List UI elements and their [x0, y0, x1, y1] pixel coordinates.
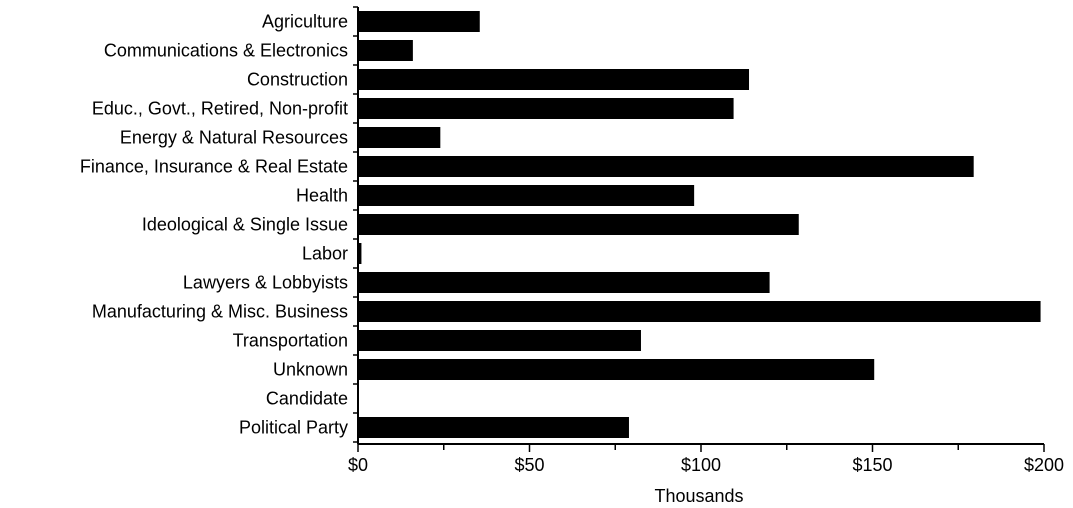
x-tick-label: $0 — [348, 455, 368, 475]
category-label: Finance, Insurance & Real Estate — [80, 157, 348, 177]
category-label: Communications & Electronics — [104, 41, 348, 61]
category-label: Health — [296, 186, 348, 206]
bar — [358, 98, 734, 119]
category-label: Construction — [247, 70, 348, 90]
category-label: Educ., Govt., Retired, Non-profit — [92, 99, 348, 119]
bar — [358, 127, 441, 148]
category-label: Lawyers & Lobbyists — [183, 273, 348, 293]
x-tick-label: $100 — [681, 455, 721, 475]
x-ticks: $0 $50 $100 $150 $200 — [348, 6, 1064, 475]
bars-group — [358, 11, 1041, 438]
bar — [358, 214, 799, 235]
category-labels: Agriculture Communications & Electronics C… — [80, 12, 348, 438]
category-label: Transportation — [233, 331, 348, 351]
x-axis-title: Thousands — [654, 486, 743, 506]
x-tick-label: $50 — [514, 455, 544, 475]
bar — [358, 243, 362, 264]
bar — [358, 69, 750, 90]
category-label: Unknown — [273, 360, 348, 380]
bar — [358, 40, 413, 61]
bar — [358, 417, 629, 438]
bar — [358, 359, 875, 380]
category-label: Manufacturing & Misc. Business — [92, 302, 348, 322]
category-label: Energy & Natural Resources — [120, 128, 348, 148]
bar — [358, 301, 1041, 322]
x-tick-label: $150 — [852, 455, 892, 475]
category-label: Candidate — [266, 389, 348, 409]
bar — [358, 11, 480, 32]
x-tick-label: $200 — [1024, 455, 1064, 475]
category-label: Ideological & Single Issue — [142, 215, 348, 235]
bar — [358, 185, 695, 206]
bar — [358, 156, 974, 177]
category-label: Political Party — [239, 418, 348, 438]
category-label: Agriculture — [262, 12, 348, 32]
bar — [358, 330, 641, 351]
category-label: Labor — [302, 244, 348, 264]
bar — [358, 272, 770, 293]
